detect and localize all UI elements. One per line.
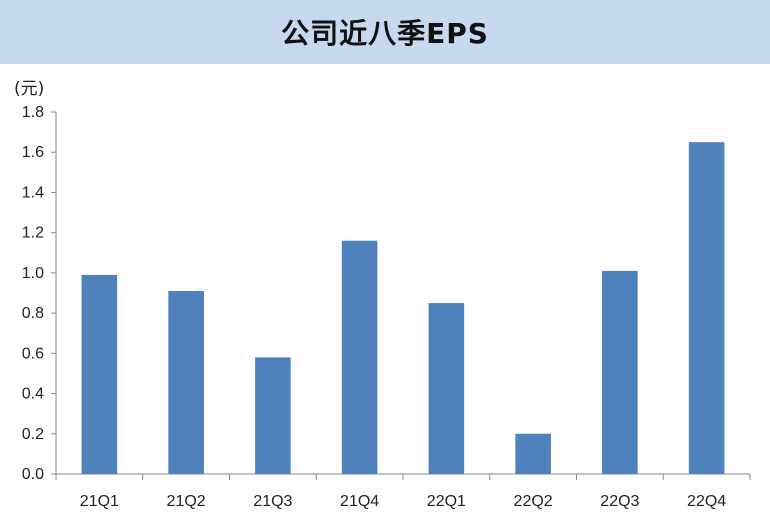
chart-axes [51,111,751,480]
y-tick-label: 1.8 [22,104,44,121]
bar-22Q1 [428,303,465,474]
y-tick-label: 1.6 [22,144,44,161]
y-tick-label: 0.0 [22,466,44,483]
chart-tick-labels: 0.0 0.2 0.4 0.6 0.8 1.0 1.2 1.4 1.6 1.8 21Q1 21Q2 21… [22,104,727,510]
bar-22Q3 [602,270,638,474]
bar-21Q2 [168,290,204,474]
x-tick-label: 22Q4 [687,493,726,510]
bar-22Q4 [688,142,725,474]
y-tick-label: 0.2 [22,426,44,443]
y-tick-label: 0.8 [22,305,44,322]
x-tick-label: 22Q3 [600,493,639,510]
title-banner: 公司近八季EPS [0,0,770,64]
x-tick-label: 22Q1 [427,493,466,510]
y-tick-label: 0.6 [22,345,44,362]
y-tick-label: 0.4 [22,386,44,403]
chart-title: 公司近八季EPS [281,17,489,50]
y-tick-label: 1.0 [22,265,44,282]
x-tick-label: 21Q4 [340,493,379,510]
chart-bars [81,142,725,474]
bar-21Q3 [255,357,291,474]
x-tick-label: 21Q1 [80,493,119,510]
x-tick-label: 21Q2 [167,493,206,510]
x-tick-label: 22Q2 [514,493,553,510]
bar-21Q4 [341,240,378,474]
y-tick-label: 1.4 [22,184,44,201]
bar-21Q1 [81,274,118,474]
y-tick-label: 1.2 [22,225,44,242]
x-tick-label: 21Q3 [253,493,292,510]
y-axis-unit-label: (元) [14,79,45,99]
bar-22Q2 [515,433,551,474]
